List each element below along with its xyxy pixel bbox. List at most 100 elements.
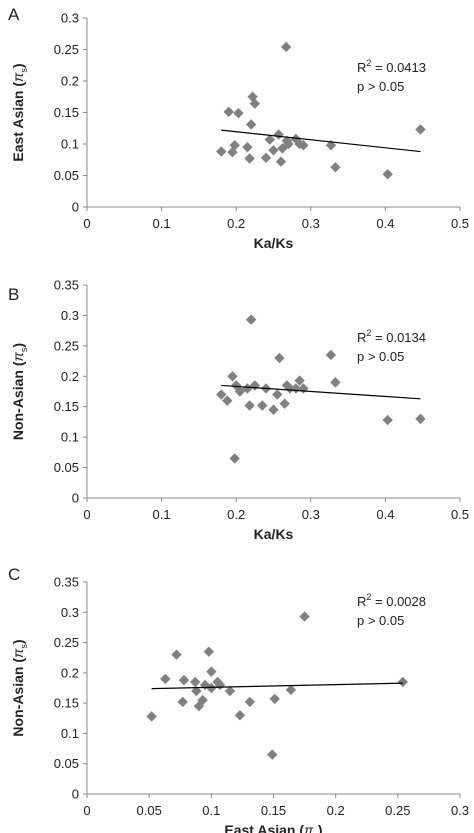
y-axis-title: East Asian (πs) <box>10 63 29 161</box>
x-tick-label: 0 <box>83 216 90 231</box>
data-point <box>298 140 309 151</box>
y-tick-label: 0.1 <box>61 430 79 445</box>
data-point <box>216 389 227 400</box>
y-tick-label: 0.1 <box>61 726 79 741</box>
x-tick-label: 0.4 <box>376 507 394 522</box>
x-tick-label: 0.2 <box>327 803 345 818</box>
data-point <box>284 383 296 394</box>
y-axis-title: Non-Asian (πs) <box>10 343 29 440</box>
data-point <box>177 696 188 708</box>
p-value-label: p > 0.05 <box>357 613 404 628</box>
x-tick-label: 0.15 <box>261 803 286 818</box>
chart-panel-a: A 0 0.05 0.1 0.15 0.2 0.25 0.3 0 0.1 0.2 0.3 0.4 0.5 K… <box>8 5 469 251</box>
x-tick-label: 0.1 <box>202 803 220 818</box>
trendline <box>221 384 421 400</box>
data-point <box>189 676 201 688</box>
data-point <box>277 143 288 154</box>
data-point <box>146 711 157 722</box>
y-tick-label: 0.35 <box>54 575 79 590</box>
y-tick-label: 0.05 <box>54 168 79 183</box>
data-point <box>275 156 287 167</box>
data-point <box>227 371 238 382</box>
data-point <box>279 398 290 409</box>
x-tick-label: 0.5 <box>451 507 469 522</box>
data-point <box>299 611 310 622</box>
data-point <box>242 141 253 153</box>
x-tick-label: 0.4 <box>376 216 394 231</box>
x-tick-label: 0 <box>83 803 90 818</box>
r-squared-label: R2 = 0.0413 <box>357 58 426 75</box>
data-point <box>415 124 426 135</box>
data-point <box>223 106 234 118</box>
x-axis-title: East Asian (πs) <box>224 822 322 833</box>
y-tick-label: 0.2 <box>61 665 79 680</box>
data-point <box>268 404 279 415</box>
trendline <box>221 129 421 153</box>
data-point <box>264 134 275 145</box>
data-point <box>244 153 255 164</box>
x-tick-label: 0 <box>83 507 90 522</box>
data-point <box>206 666 217 677</box>
data-point <box>274 352 285 364</box>
data-point <box>268 145 279 156</box>
x-tick-label: 0.05 <box>137 803 162 818</box>
data-point <box>330 162 341 173</box>
data-point <box>273 129 284 140</box>
data-point <box>178 674 190 686</box>
y-tick-label: 0.15 <box>54 105 79 120</box>
data-point <box>280 41 292 53</box>
x-tick-label: 0.3 <box>451 803 469 818</box>
y-tick-label: 0 <box>72 491 79 506</box>
y-tick-label: 0.2 <box>61 74 79 89</box>
y-tick-label: 0.05 <box>54 460 79 475</box>
data-point <box>269 693 280 705</box>
r-squared-label: R2 = 0.0134 <box>357 328 426 345</box>
x-tick-label: 0.5 <box>451 216 469 231</box>
data-point <box>285 684 297 696</box>
data-point <box>171 649 182 660</box>
panel-letter: C <box>8 565 20 584</box>
x-axis-title: Ka/Ks <box>254 235 294 251</box>
x-tick-label: 0.2 <box>227 216 245 231</box>
data-point <box>227 146 238 158</box>
data-point <box>203 646 215 657</box>
y-axis-title: Non-Asian (πs) <box>10 639 29 736</box>
data-point <box>325 349 337 361</box>
data-point <box>242 383 253 394</box>
data-point <box>244 400 255 411</box>
data-point <box>224 685 236 697</box>
data-point <box>229 140 240 151</box>
y-tick-label: 0.3 <box>61 308 79 323</box>
data-point <box>272 389 283 400</box>
data-point <box>257 400 268 411</box>
y-tick-label: 0.1 <box>61 137 79 152</box>
data-point <box>283 138 294 150</box>
data-point <box>397 676 409 688</box>
y-tick-label: 0.15 <box>54 399 79 414</box>
data-point <box>260 152 272 164</box>
x-tick-label: 0.25 <box>385 803 410 818</box>
data-point <box>234 386 246 397</box>
data-point <box>294 375 305 386</box>
data-point <box>245 314 257 325</box>
y-tick-label: 0.05 <box>54 756 79 771</box>
chart-panel-c: C 0 0.05 0.1 0.15 0.2 0.25 0.3 0.35 0 0.05 0.1 0.15 0… <box>8 565 469 833</box>
p-value-label: p > 0.05 <box>357 79 404 94</box>
data-point <box>267 749 278 760</box>
chart-panel-b: B 0 0.05 0.1 0.15 0.2 0.25 0.3 0.35 0 0.1 0.2 0.3 0.4… <box>8 278 469 543</box>
data-point <box>229 453 240 464</box>
y-tick-label: 0.25 <box>54 338 79 353</box>
data-point <box>330 377 341 388</box>
y-tick-label: 0.3 <box>61 11 79 26</box>
panel-letter: B <box>8 285 19 304</box>
x-axis-title: Ka/Ks <box>254 526 294 542</box>
y-tick-label: 0.35 <box>54 278 79 293</box>
y-tick-label: 0.3 <box>61 605 79 620</box>
data-point <box>382 169 393 180</box>
y-tick-label: 0.15 <box>54 696 79 711</box>
data-point <box>415 413 426 425</box>
data-point <box>244 696 256 708</box>
data-point <box>216 146 227 157</box>
y-tick-label: 0.2 <box>61 369 79 384</box>
y-tick-label: 0 <box>72 787 79 802</box>
